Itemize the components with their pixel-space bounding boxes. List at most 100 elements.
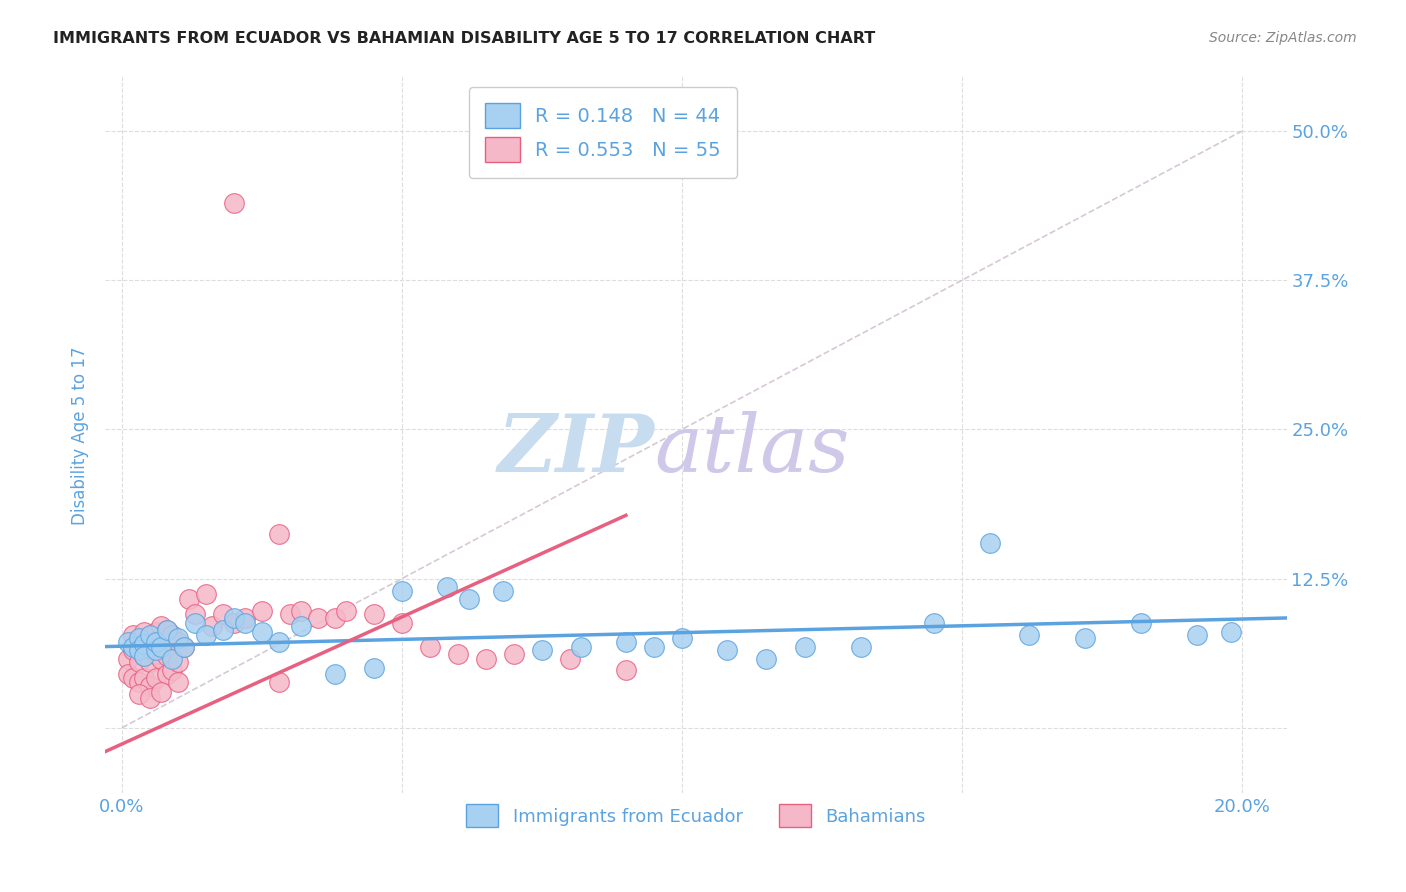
Point — [335, 604, 357, 618]
Point — [530, 643, 553, 657]
Point — [233, 611, 256, 625]
Point — [150, 640, 173, 654]
Point — [162, 651, 184, 665]
Point — [250, 625, 273, 640]
Point — [222, 195, 245, 210]
Point — [134, 649, 156, 664]
Point — [122, 643, 145, 657]
Point — [503, 647, 526, 661]
Point — [222, 611, 245, 625]
Point — [179, 591, 201, 606]
Point — [458, 591, 481, 606]
Point — [184, 615, 207, 630]
Point — [145, 635, 167, 649]
Point — [447, 647, 470, 661]
Point — [849, 640, 872, 654]
Point — [1018, 627, 1040, 641]
Point — [250, 604, 273, 618]
Point — [475, 651, 498, 665]
Point — [195, 587, 218, 601]
Point — [1074, 632, 1097, 646]
Point — [156, 649, 179, 664]
Point — [139, 627, 162, 641]
Text: ZIP: ZIP — [498, 411, 655, 489]
Point — [173, 640, 195, 654]
Point — [436, 580, 458, 594]
Point — [267, 527, 290, 541]
Point — [267, 675, 290, 690]
Point — [122, 627, 145, 641]
Point — [671, 632, 693, 646]
Point — [211, 623, 233, 637]
Point — [614, 635, 637, 649]
Point — [139, 679, 162, 693]
Point — [419, 640, 441, 654]
Point — [145, 643, 167, 657]
Point — [173, 640, 195, 654]
Point — [323, 611, 346, 625]
Point — [200, 619, 222, 633]
Point — [290, 604, 312, 618]
Point — [128, 632, 150, 646]
Point — [716, 643, 738, 657]
Point — [139, 690, 162, 705]
Point — [233, 615, 256, 630]
Point — [134, 671, 156, 685]
Point — [278, 607, 301, 622]
Point — [156, 623, 179, 637]
Point — [150, 619, 173, 633]
Point — [128, 655, 150, 669]
Point — [222, 615, 245, 630]
Point — [134, 637, 156, 651]
Point — [290, 619, 312, 633]
Point — [145, 647, 167, 661]
Point — [569, 640, 592, 654]
Point — [195, 627, 218, 641]
Point — [184, 607, 207, 622]
Point — [162, 627, 184, 641]
Point — [1130, 615, 1153, 630]
Point — [391, 583, 413, 598]
Point — [558, 651, 581, 665]
Point — [643, 640, 665, 654]
Point — [122, 640, 145, 654]
Point — [128, 687, 150, 701]
Point — [145, 671, 167, 685]
Point — [794, 640, 817, 654]
Point — [122, 671, 145, 685]
Point — [614, 664, 637, 678]
Point — [117, 667, 139, 681]
Y-axis label: Disability Age 5 to 17: Disability Age 5 to 17 — [72, 346, 89, 524]
Point — [128, 640, 150, 654]
Point — [167, 632, 190, 646]
Point — [167, 655, 190, 669]
Point — [156, 667, 179, 681]
Point — [139, 655, 162, 669]
Point — [128, 675, 150, 690]
Point — [1185, 627, 1208, 641]
Point — [167, 635, 190, 649]
Point — [167, 675, 190, 690]
Point — [150, 685, 173, 699]
Point — [492, 583, 515, 598]
Point — [145, 625, 167, 640]
Point — [150, 640, 173, 654]
Text: Source: ZipAtlas.com: Source: ZipAtlas.com — [1209, 31, 1357, 45]
Point — [162, 664, 184, 678]
Point — [117, 635, 139, 649]
Point — [323, 667, 346, 681]
Point — [117, 651, 139, 665]
Text: atlas: atlas — [655, 411, 849, 489]
Point — [267, 635, 290, 649]
Point — [391, 615, 413, 630]
Point — [134, 649, 156, 664]
Text: IMMIGRANTS FROM ECUADOR VS BAHAMIAN DISABILITY AGE 5 TO 17 CORRELATION CHART: IMMIGRANTS FROM ECUADOR VS BAHAMIAN DISA… — [53, 31, 876, 46]
Point — [139, 635, 162, 649]
Legend: Immigrants from Ecuador, Bahamians: Immigrants from Ecuador, Bahamians — [458, 797, 934, 834]
Point — [128, 643, 150, 657]
Point — [150, 651, 173, 665]
Point — [134, 625, 156, 640]
Point — [211, 607, 233, 622]
Point — [363, 607, 385, 622]
Point — [979, 535, 1001, 549]
